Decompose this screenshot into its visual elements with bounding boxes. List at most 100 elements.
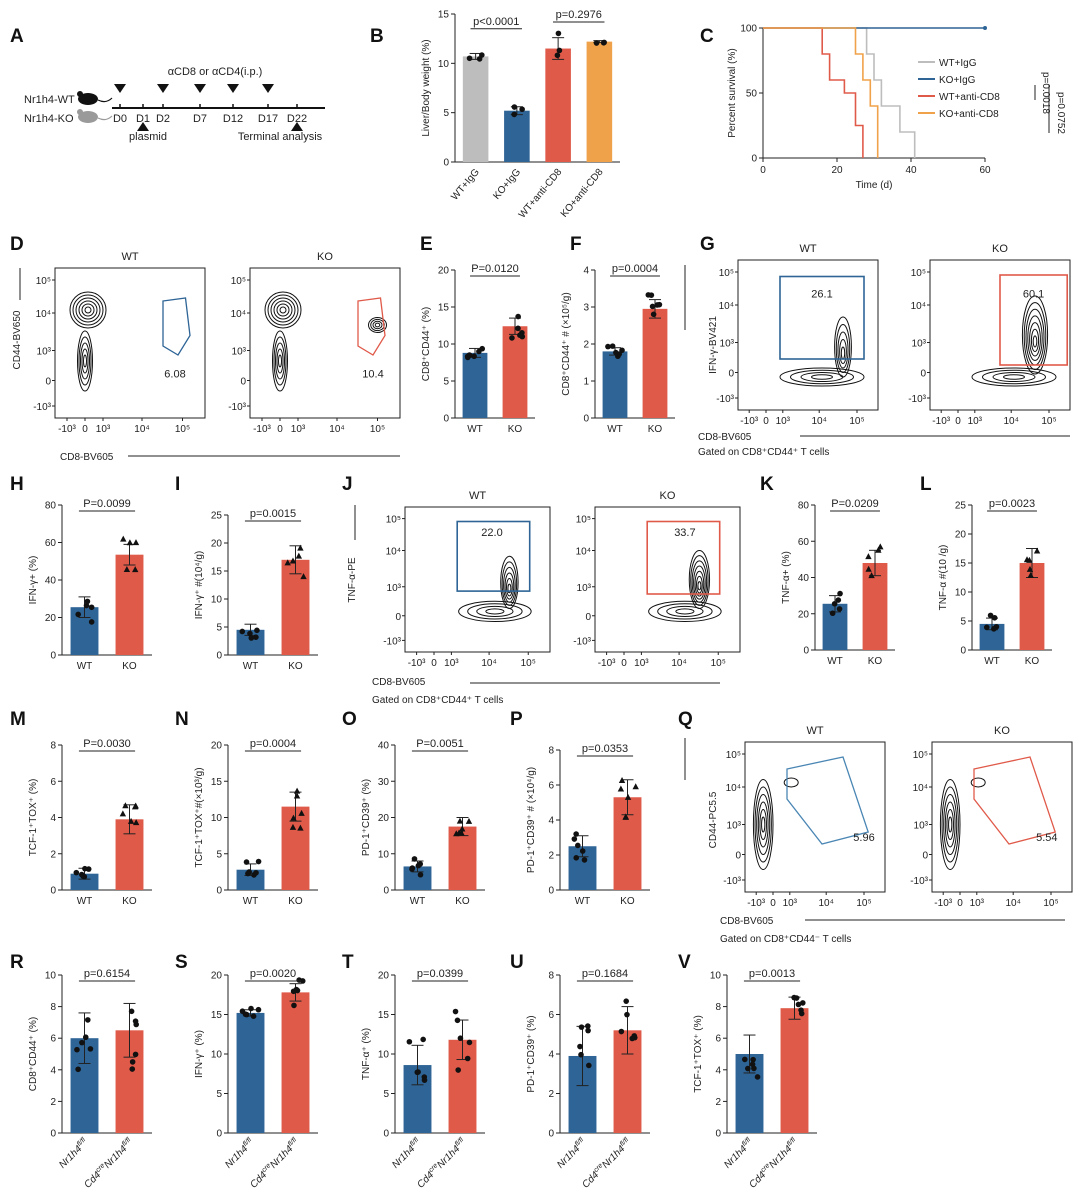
y-tick-label: 0 [216, 886, 222, 897]
y-tick-label: 5 [443, 377, 449, 388]
timeline-day-label: D7 [193, 113, 207, 125]
category-label: KO [288, 661, 303, 672]
event-arrow [137, 122, 149, 131]
y-tick-label: 2 [50, 849, 56, 860]
y-tick-label: 2 [715, 1097, 721, 1108]
tspan: fl/fl [121, 1136, 133, 1148]
data-point [417, 871, 424, 878]
bar-chart-s: 0 5 10 15 20 IFN-γ⁺ (%) Nr1h4fl/flCd4creNr1h4f… [194, 968, 318, 1191]
data-point [455, 1067, 462, 1073]
x-tick-label: 10⁴ [481, 658, 496, 669]
category-label: KO [1025, 656, 1040, 667]
contour [840, 346, 846, 360]
data-point [293, 787, 301, 794]
data-point [519, 106, 525, 113]
panel-label-o: O [342, 709, 357, 730]
y-tick-label: 0 [383, 886, 389, 897]
survival-line [763, 27, 916, 158]
timeline-day-label: D0 [113, 113, 127, 125]
y-tick-label: 8 [50, 1002, 56, 1013]
y-tick-label: 10⁴ [231, 309, 246, 320]
contour [267, 294, 299, 326]
contour [675, 608, 695, 615]
data-point [750, 1056, 756, 1063]
plot-title: KO [992, 243, 1008, 255]
plot-title: WT [121, 251, 138, 263]
y-tick-label: 0 [960, 646, 966, 657]
data-point [875, 546, 882, 553]
y-axis-label: IFN-γ-BV421 [708, 316, 719, 374]
data-point [298, 809, 305, 816]
x-tick-label: 10⁵ [521, 658, 536, 669]
category-label: WT [607, 424, 623, 435]
x-tick-label: -10³ [408, 658, 426, 669]
data-point [579, 848, 586, 854]
contour [81, 303, 95, 317]
y-tick-label: 10⁵ [911, 268, 926, 279]
y-tick-label: -10³ [383, 636, 401, 647]
panel-label-p: P [510, 709, 523, 730]
data-point [619, 347, 625, 354]
timeline-day-label: D17 [258, 113, 278, 125]
data-point [289, 823, 297, 830]
panel-label-b: B [370, 26, 384, 47]
data-point [254, 627, 260, 634]
tspan: cre [95, 1162, 107, 1174]
y-tick-label: 100 [740, 24, 757, 35]
data-point [75, 611, 82, 618]
contour [1021, 295, 1049, 375]
contour [476, 605, 514, 617]
y-tick-label: 0 [803, 646, 809, 657]
y-tick-label: 0 [443, 414, 449, 425]
x-tick-label: 0 [621, 658, 627, 669]
y-tick-label: 30 [378, 777, 390, 788]
y-tick-label: 10⁵ [913, 750, 928, 761]
y-tick-label: 0 [45, 377, 51, 388]
panel-label-q: Q [678, 709, 693, 730]
data-point [88, 619, 95, 625]
data-point [291, 1002, 297, 1009]
y-tick-label: 25 [211, 511, 223, 522]
data-point [454, 1017, 461, 1024]
y-tick-label: 15 [438, 10, 450, 21]
data-point [511, 111, 518, 118]
contour [500, 555, 519, 610]
y-tick-label: 10⁵ [726, 750, 741, 761]
y-axis-label: TNF-α⁺ (%) [361, 1028, 372, 1080]
panel-labels: A B C D E F G H I J K L M N O P Q R S T U V [10, 26, 932, 973]
data-point [455, 829, 463, 836]
injection-arrow [157, 84, 169, 93]
data-point [556, 47, 563, 54]
data-point [749, 1061, 756, 1068]
panel-label-n: N [175, 709, 189, 730]
contour [693, 565, 706, 600]
gate-value: 22.0 [481, 527, 502, 539]
data-point [250, 1013, 257, 1019]
x-tick-label: 0 [957, 898, 963, 909]
y-tick-label: 15 [211, 1010, 223, 1021]
panel-label-h: H [10, 474, 24, 495]
y-tick-label: 4 [50, 1065, 56, 1076]
p-value-label: p=0.0013 [749, 968, 795, 980]
data-point [618, 776, 626, 783]
category-label: KO [620, 896, 635, 907]
y-tick-label: 5 [383, 1089, 389, 1100]
y-tick-label: 10⁴ [719, 301, 734, 312]
y-tick-label: 10⁴ [386, 547, 401, 558]
data-point [409, 866, 415, 872]
y-tick-label: 8 [715, 1002, 721, 1013]
contour [834, 316, 852, 378]
contour [503, 566, 516, 603]
category-label: KO [122, 896, 137, 907]
data-point [877, 543, 884, 550]
event-arrow [291, 122, 303, 131]
contour [971, 367, 1057, 387]
data-point [88, 604, 95, 611]
y-tick-label: 10⁵ [386, 515, 401, 526]
contour [75, 297, 101, 323]
tspan: cre [261, 1162, 273, 1174]
y-tick-label: 10³ [727, 821, 742, 832]
y-tick-label: 0 [216, 651, 222, 662]
data-point [600, 39, 607, 46]
data-point [586, 1062, 592, 1069]
